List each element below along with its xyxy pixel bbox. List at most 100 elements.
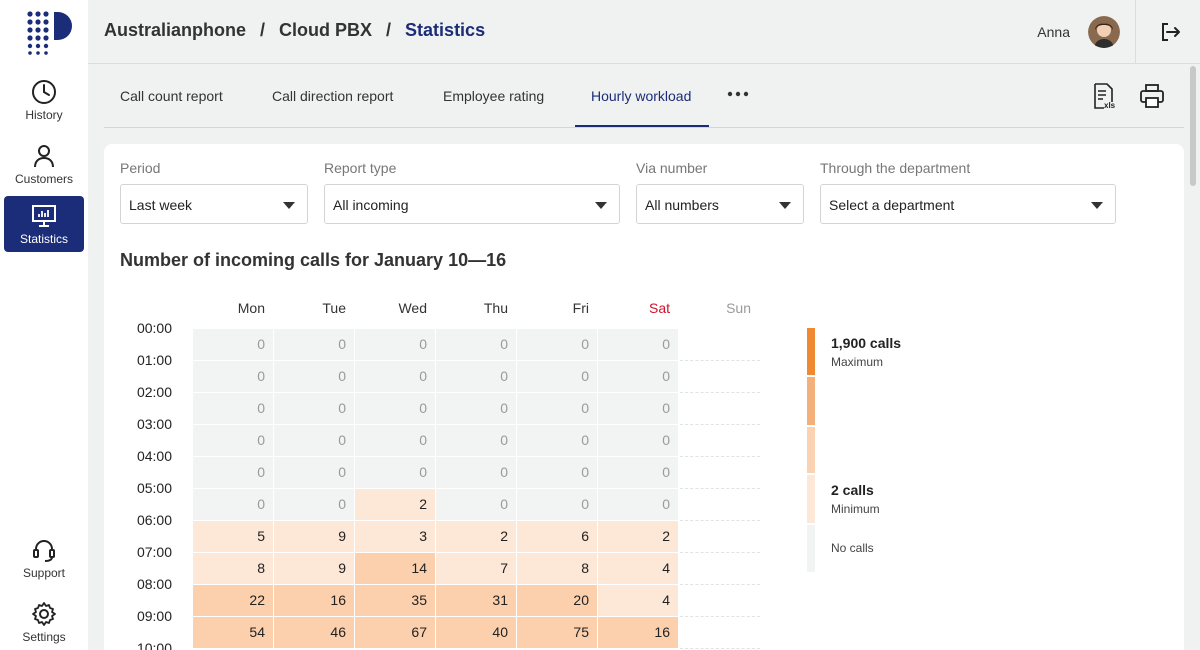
heatmap-cell: 0 <box>274 425 354 456</box>
logout-icon[interactable] <box>1158 20 1182 44</box>
breadcrumb-separator: / <box>386 20 392 40</box>
via-number-value: All numbers <box>645 197 719 213</box>
sidebar-item-label: Statistics <box>19 232 68 246</box>
sidebar-item-statistics[interactable]: Statistics <box>4 196 84 252</box>
print-icon[interactable] <box>1138 82 1166 110</box>
breadcrumb-item[interactable]: Cloud PBX <box>279 20 373 40</box>
heatmap-cell: 0 <box>274 329 354 360</box>
page-scrollbar[interactable] <box>1190 66 1196 186</box>
day-header-wed: Wed <box>398 300 427 316</box>
heatmap-cell: 14 <box>355 553 435 584</box>
period-value: Last week <box>129 197 193 213</box>
heatmap-cell: 0 <box>355 393 435 424</box>
heatmap-cell: 0 <box>598 457 678 488</box>
tab-hourly-workload[interactable]: Hourly workload <box>591 88 692 104</box>
department-select[interactable]: Select a department <box>820 184 1116 224</box>
caret-down-icon <box>779 202 791 209</box>
heatmap-cell: 0 <box>274 393 354 424</box>
user-name[interactable]: Anna <box>1037 24 1070 40</box>
heatmap-cell: 0 <box>517 489 597 520</box>
day-header-sat: Sat <box>648 300 670 316</box>
via-number-label: Via number <box>636 160 708 176</box>
person-icon <box>34 145 54 168</box>
heatmap-cell: 0 <box>517 329 597 360</box>
department-value: Select a department <box>829 197 955 213</box>
day-header-fri: Fri <box>572 300 589 316</box>
breadcrumb-item[interactable]: Australianphone <box>104 20 247 40</box>
hour-label: 04:00 <box>136 448 172 464</box>
heatmap-cell: 0 <box>517 393 597 424</box>
heatmap-cell: 0 <box>355 457 435 488</box>
report-type-select[interactable]: All incoming <box>324 184 620 224</box>
legend-none-sub: No calls <box>831 541 874 555</box>
day-header-thu: Thu <box>483 300 508 316</box>
report-panel: Period Last week Report type All incomin… <box>104 144 1184 650</box>
period-label: Period <box>120 160 161 176</box>
sidebar-item-history[interactable]: History <box>4 72 84 128</box>
legend-swatch-high <box>807 377 815 425</box>
sidebar-item-support[interactable]: Support <box>4 530 84 586</box>
heatmap-cell: 3 <box>355 521 435 552</box>
caret-down-icon <box>595 202 607 209</box>
sunday-gridline <box>680 360 760 361</box>
heatmap-cell: 9 <box>274 553 354 584</box>
heatmap-cell: 0 <box>436 361 516 392</box>
heatmap-cell: 0 <box>517 457 597 488</box>
sidebar-item-label: Settings <box>22 630 66 644</box>
heatmap-cell: 9 <box>274 521 354 552</box>
clock-icon <box>32 80 56 104</box>
legend-swatch-mid <box>807 427 815 473</box>
heatmap-cell: 0 <box>274 489 354 520</box>
legend-swatch-max <box>807 328 815 375</box>
breadcrumb-separator: / <box>260 20 266 40</box>
active-tab-indicator <box>575 125 709 127</box>
sunday-gridline <box>680 520 760 521</box>
department-label: Through the department <box>820 160 971 176</box>
heatmap-cell: 0 <box>193 425 273 456</box>
sunday-gridline <box>680 392 760 393</box>
heatmap-cell: 0 <box>598 489 678 520</box>
sunday-gridline <box>680 552 760 553</box>
logo-icon[interactable] <box>26 10 72 56</box>
export-xls-icon[interactable]: xls <box>1090 82 1118 110</box>
sidebar-item-label: Customers <box>14 172 73 186</box>
heatmap-cell: 0 <box>436 329 516 360</box>
heatmap-cell: 20 <box>517 585 597 616</box>
heatmap-cell: 8 <box>193 553 273 584</box>
hour-label: 02:00 <box>136 384 172 400</box>
sunday-gridline <box>680 488 760 489</box>
tab-employee-rating[interactable]: Employee rating <box>443 88 545 104</box>
tab-call-count-report[interactable]: Call count report <box>120 88 223 104</box>
heatmap-cell: 0 <box>517 361 597 392</box>
avatar[interactable] <box>1088 16 1120 48</box>
report-type-value: All incoming <box>333 197 409 213</box>
report-type-label: Report type <box>324 160 397 176</box>
heatmap-cell: 0 <box>193 489 273 520</box>
tab-call-direction-report[interactable]: Call direction report <box>272 88 394 104</box>
legend-min-sub: Minimum <box>831 502 880 516</box>
sidebar-item-settings[interactable]: Settings <box>4 594 84 650</box>
heatmap-cell: 67 <box>355 617 435 648</box>
hour-label: 00:00 <box>136 320 172 336</box>
sidebar-item-customers[interactable]: Customers <box>4 136 84 192</box>
hour-label: 10:00 <box>136 640 172 650</box>
via-number-select[interactable]: All numbers <box>636 184 804 224</box>
header-divider <box>1135 0 1136 64</box>
period-select[interactable]: Last week <box>120 184 308 224</box>
heatmap-cell: 8 <box>517 553 597 584</box>
day-header-tue: Tue <box>322 300 346 316</box>
hour-label: 05:00 <box>136 480 172 496</box>
heatmap-cell: 46 <box>274 617 354 648</box>
more-icon[interactable] <box>726 82 750 106</box>
heatmap-cell: 0 <box>598 393 678 424</box>
report-title: Number of incoming calls for January 10—… <box>120 250 507 270</box>
day-header-sun: Sun <box>726 300 751 316</box>
sidebar-item-label: Support <box>22 566 66 580</box>
headset-icon <box>33 540 55 562</box>
legend-min-title: 2 calls <box>831 482 874 498</box>
heatmap-cell: 4 <box>598 553 678 584</box>
breadcrumb: Australianphone / Cloud PBX / Statistics <box>104 20 485 41</box>
heatmap-cell: 0 <box>193 361 273 392</box>
sidebar-item-label: History <box>25 108 63 122</box>
heatmap-cell: 0 <box>193 329 273 360</box>
